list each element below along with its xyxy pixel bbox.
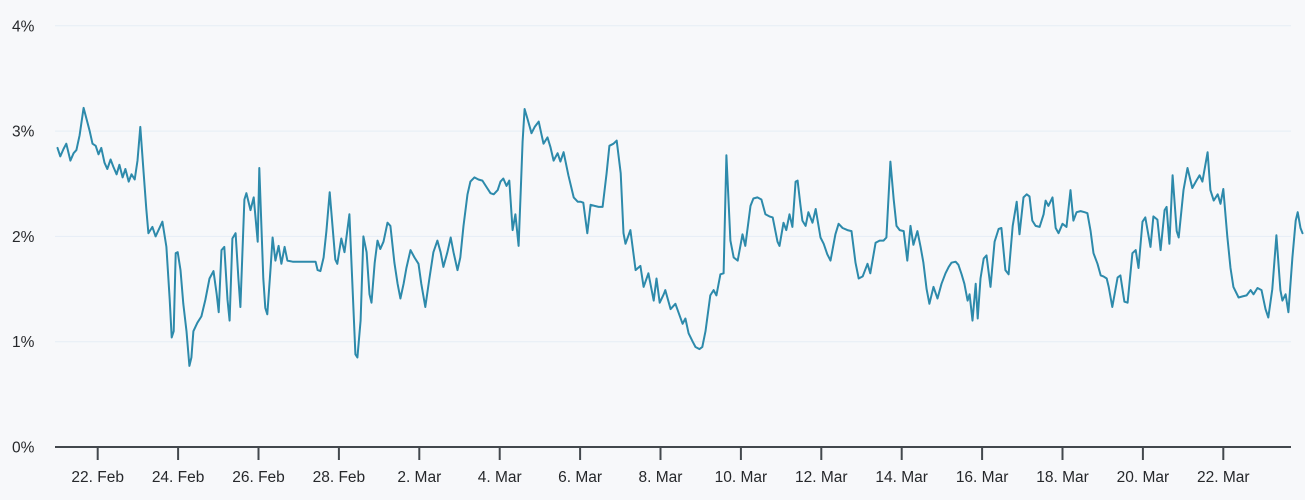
x-axis-label: 6. Mar [558,469,602,486]
x-axis-label: 26. Feb [232,469,285,486]
x-axis-label: 14. Mar [875,469,928,486]
x-axis-label: 2. Mar [397,469,441,486]
y-axis-label: 2% [12,229,35,246]
x-axis-label: 28. Feb [313,469,366,486]
x-axis-label: 8. Mar [639,469,683,486]
x-axis-label: 4. Mar [478,469,522,486]
x-axis-label: 22. Feb [71,469,124,486]
x-axis-label: 22. Mar [1197,469,1250,486]
y-axis-label: 1% [12,334,35,351]
x-axis-label: 18. Mar [1036,469,1089,486]
x-axis-label: 12. Mar [795,469,848,486]
x-axis-label: 10. Mar [715,469,768,486]
y-axis-label: 0% [12,440,35,457]
y-axis-label: 3% [12,124,35,141]
data-line[interactable] [56,106,1304,367]
y-axis-label: 4% [12,18,35,35]
x-axis-label: 24. Feb [152,469,205,486]
x-axis-label: 20. Mar [1117,469,1170,486]
x-axis-label: 16. Mar [956,469,1009,486]
